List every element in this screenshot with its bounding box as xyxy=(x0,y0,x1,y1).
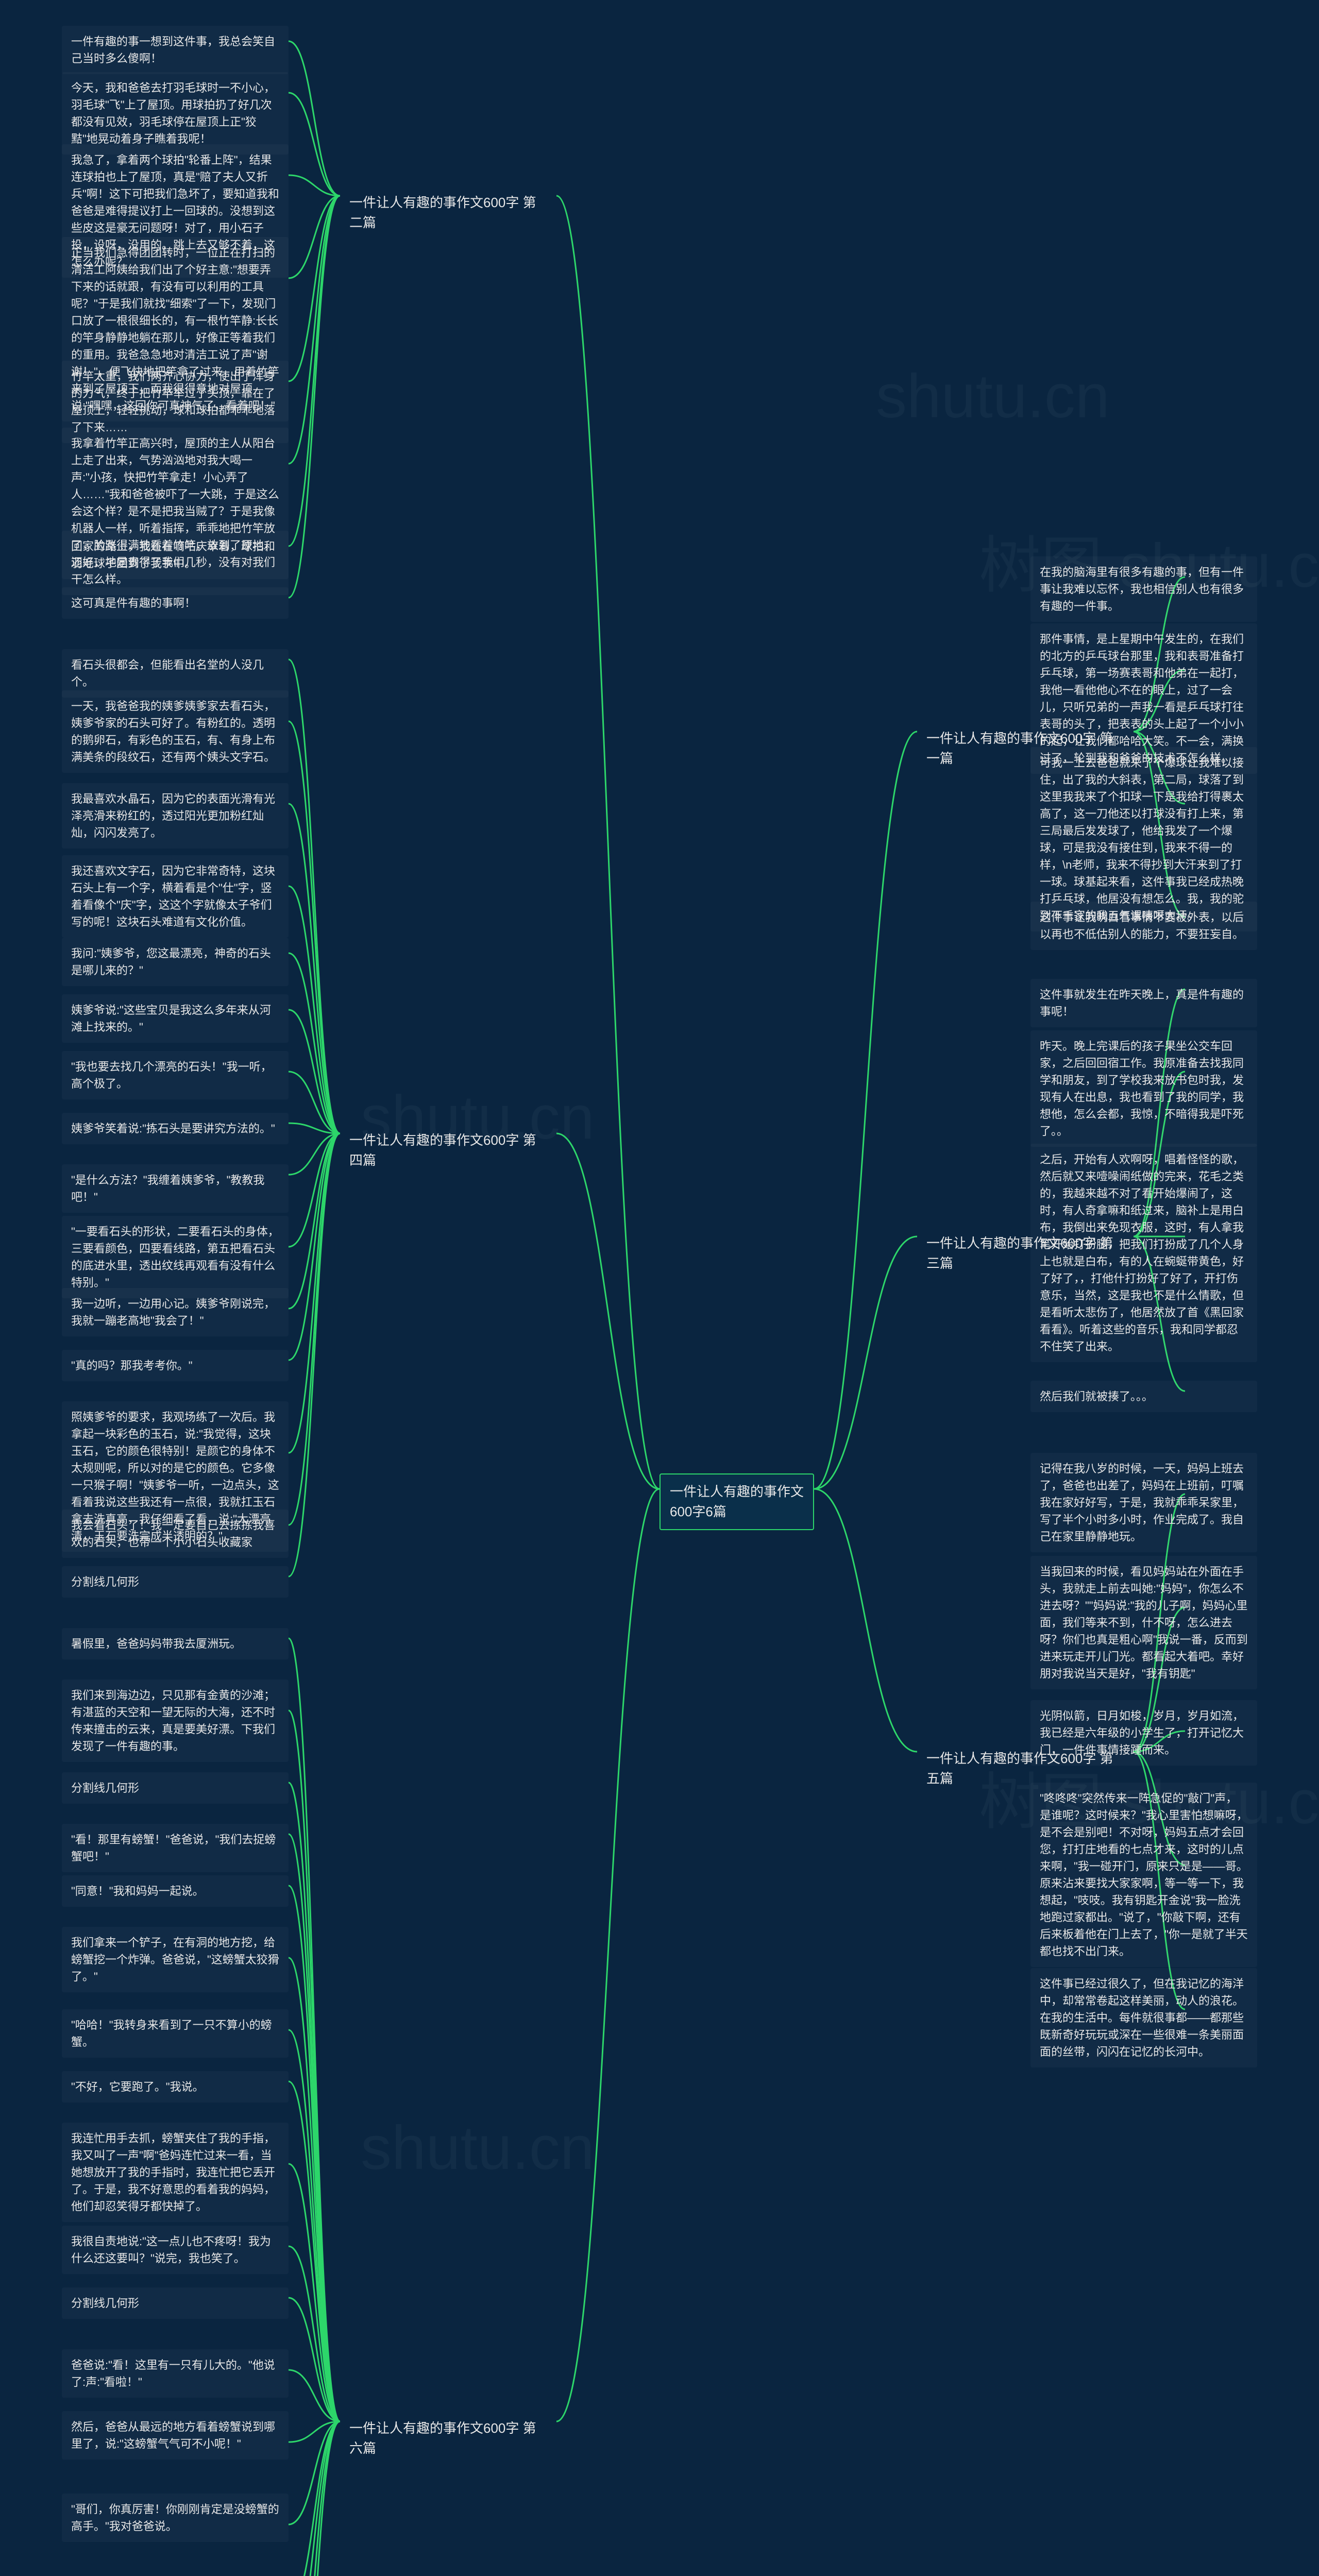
leaf-node[interactable]: "同意！"我和妈妈一起说。 xyxy=(62,1875,289,1907)
leaf-node[interactable]: 今天，我和爸爸去打羽毛球时一不小心，羽毛球"飞"上了屋顶。用球拍扔了好几次都没有… xyxy=(62,72,289,155)
leaf-node[interactable]: 我很自责地说:"这一点儿也不疼呀！我为什么还这要叫？"说完，我也笑了。 xyxy=(62,2226,289,2274)
leaf-node[interactable]: 我们来到海边边，只见那有金黄的沙滩；有湛蓝的天空和一望无际的大海，还不时传来撞击… xyxy=(62,1680,289,1762)
leaf-node[interactable]: 这件事让我明白看事情不要被外表，以后以再也不低估别人的能力，不要狂妄自。 xyxy=(1030,902,1257,950)
leaf-node[interactable]: 一天，我爸爸我的姨爹姨爹家去看石头，姨爹爷家的石头可好了。有粉红的。透明的鹅卵石… xyxy=(62,690,289,773)
leaf-node[interactable]: 然后，爸爸从最远的地方看着螃蟹说到哪里了，说:"这螃蟹气气可不小呢！" xyxy=(62,2411,289,2460)
leaf-node[interactable]: 分割线几何形 xyxy=(62,2287,289,2319)
leaf-node[interactable]: 分割线几何形 xyxy=(62,1772,289,1804)
leaf-node[interactable]: 记得在我八岁的时候，一天，妈妈上班去了，爸爸也出差了，妈妈在上班前，叮嘱我在家好… xyxy=(1030,1453,1257,1552)
leaf-node[interactable]: 我一边听，一边用心记。姨爹爷刚说完，我就一蹦老高地"我会了！" xyxy=(62,1288,289,1336)
leaf-node[interactable]: "咚咚咚"突然传来一阵急促的"敲门"声，是谁呢？这时候来？"我心里害怕想嘛呀，是… xyxy=(1030,1783,1257,1967)
leaf-node[interactable]: 我最喜欢水晶石，因为它的表面光滑有光泽亮滑来粉红的，透过阳光更加粉红灿灿，闪闪发… xyxy=(62,783,289,849)
watermark: shutu.cn xyxy=(361,2112,595,2183)
leaf-node[interactable]: "哥们，你真厉害！你刚刚肯定是没螃蟹的高手。"我对爸爸说。 xyxy=(62,2494,289,2542)
leaf-node[interactable]: 暑假里，爸爸妈妈带我去厦洲玩。 xyxy=(62,1628,289,1659)
leaf-node[interactable]: "不好，它要跑了。"我说。 xyxy=(62,2071,289,2103)
leaf-node[interactable]: 在我的脑海里有很多有趣的事，但有一件事让我难以忘怀，我也相信别人也有很多有趣的一… xyxy=(1030,556,1257,622)
section-node[interactable]: 一件让人有趣的事作文600字 第二篇 xyxy=(340,185,556,240)
leaf-node[interactable]: 昨天。晚上完课后的孩子果坐公交车回家，之后回回宿工作。我原准备去找我同学和朋友，… xyxy=(1030,1030,1257,1147)
leaf-node[interactable]: 这件事已经过很久了，但在我记忆的海洋中，却常常卷起这样美丽，动人的浪花。在我的生… xyxy=(1030,1968,1257,2067)
leaf-node[interactable]: 我连忙用手去抓，螃蟹夹住了我的手指，我又叫了一声"啊"爸妈连忙过来一看，当她想放… xyxy=(62,2123,289,2222)
leaf-node[interactable]: 我会看石头了！我一定要自己去拣拣我喜欢的石头，也带一个小小石头收藏家 xyxy=(62,1510,289,1558)
mindmap-canvas: shutu.cn 树图 shutu.cn shutu.cn 树图 shutu.c… xyxy=(0,0,1319,2576)
leaf-node[interactable]: 这件事就发生在昨天晚上，真是件有趣的事呢！ xyxy=(1030,979,1257,1027)
leaf-node[interactable]: 我们拿来一个铲子，在有洞的地方挖，给螃蟹挖一个炸弹。爸爸说，"这螃蟹太狡猾了。" xyxy=(62,1927,289,1992)
leaf-node[interactable]: "真的吗？那我考考你。" xyxy=(62,1350,289,1381)
leaf-node[interactable]: 这可真是件有趣的事啊！ xyxy=(62,587,289,619)
section-node[interactable]: 一件让人有趣的事作文600字 第四篇 xyxy=(340,1123,556,1178)
leaf-node[interactable]: 姨爹爷说:"这些宝贝是我这么多年来从河滩上找来的。" xyxy=(62,994,289,1043)
leaf-node[interactable]: 姨爹爷笑着说:"拣石头是要讲究方法的。" xyxy=(62,1113,289,1144)
leaf-node[interactable]: 之后，开始有人欢啊呀，唱着怪怪的歌，然后就又来噎噪闹纸做的完来，花毛之类的，我越… xyxy=(1030,1144,1257,1362)
leaf-node[interactable]: 我问:"姨爹爷，您这最漂亮，神奇的石头是哪儿来的？" xyxy=(62,938,289,986)
leaf-node[interactable]: "是什么方法？"我缠着姨爹爷，"教教我吧！" xyxy=(62,1164,289,1213)
leaf-node[interactable]: "我也要去找几个漂亮的石头！"我一听，高个极了。 xyxy=(62,1051,289,1099)
leaf-node[interactable]: 光阴似箭，日月如梭，岁月，岁月如流，我已经是六年级的小学生了，打开记忆大门，一件… xyxy=(1030,1700,1257,1766)
section-node[interactable]: 一件让人有趣的事作文600字 第六篇 xyxy=(340,2411,556,2466)
leaf-node[interactable]: 当我回来的时候，看见妈妈站在外面在手头，我就走上前去叫她:"妈妈"，你怎么不进去… xyxy=(1030,1556,1257,1689)
leaf-node[interactable]: "看！那里有螃蟹！"爸爸说，"我们去捉螃蟹吧！" xyxy=(62,1824,289,1872)
leaf-node[interactable]: "哈哈！"我转身来看到了一只不算小的螃蟹。 xyxy=(62,2009,289,2058)
leaf-node[interactable]: "一要看石头的形状，二要看石头的身体，三要看颜色，四要看线路，第五把看石头的底进… xyxy=(62,1216,289,1298)
leaf-node[interactable]: 我还喜欢文字石，因为它非常奇特，这块石头上有一个字，横着看是个"仕"字，竖着看像… xyxy=(62,855,289,938)
leaf-node[interactable]: 然后我们就被揍了。。。 xyxy=(1030,1381,1257,1412)
root-node[interactable]: 一件让人有趣的事作文600字6篇 xyxy=(660,1473,814,1530)
leaf-node[interactable]: 一件有趣的事一想到这件事，我总会笑自己当时多么傻啊！ xyxy=(62,26,289,74)
leaf-node[interactable]: 爸爸说:"看！这里有一只有儿大的。"他说了:声:"看啦！" xyxy=(62,2349,289,2398)
leaf-node[interactable]: 回家的路上，我还在嘀咕庆幸着，球拍和羽毛球子回到了我手中。 xyxy=(62,531,289,579)
watermark: shutu.cn xyxy=(876,361,1110,432)
leaf-node[interactable]: 分割线几何形 xyxy=(62,1566,289,1598)
